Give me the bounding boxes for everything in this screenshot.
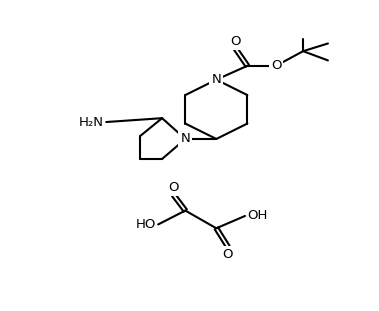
Text: N: N <box>180 132 190 146</box>
Text: H₂N: H₂N <box>79 115 104 128</box>
Text: O: O <box>168 181 179 194</box>
Text: OH: OH <box>247 210 268 222</box>
Text: O: O <box>230 35 241 48</box>
Text: HO: HO <box>136 218 156 231</box>
Text: N: N <box>211 73 221 86</box>
Text: O: O <box>223 248 233 261</box>
Text: O: O <box>271 59 281 72</box>
